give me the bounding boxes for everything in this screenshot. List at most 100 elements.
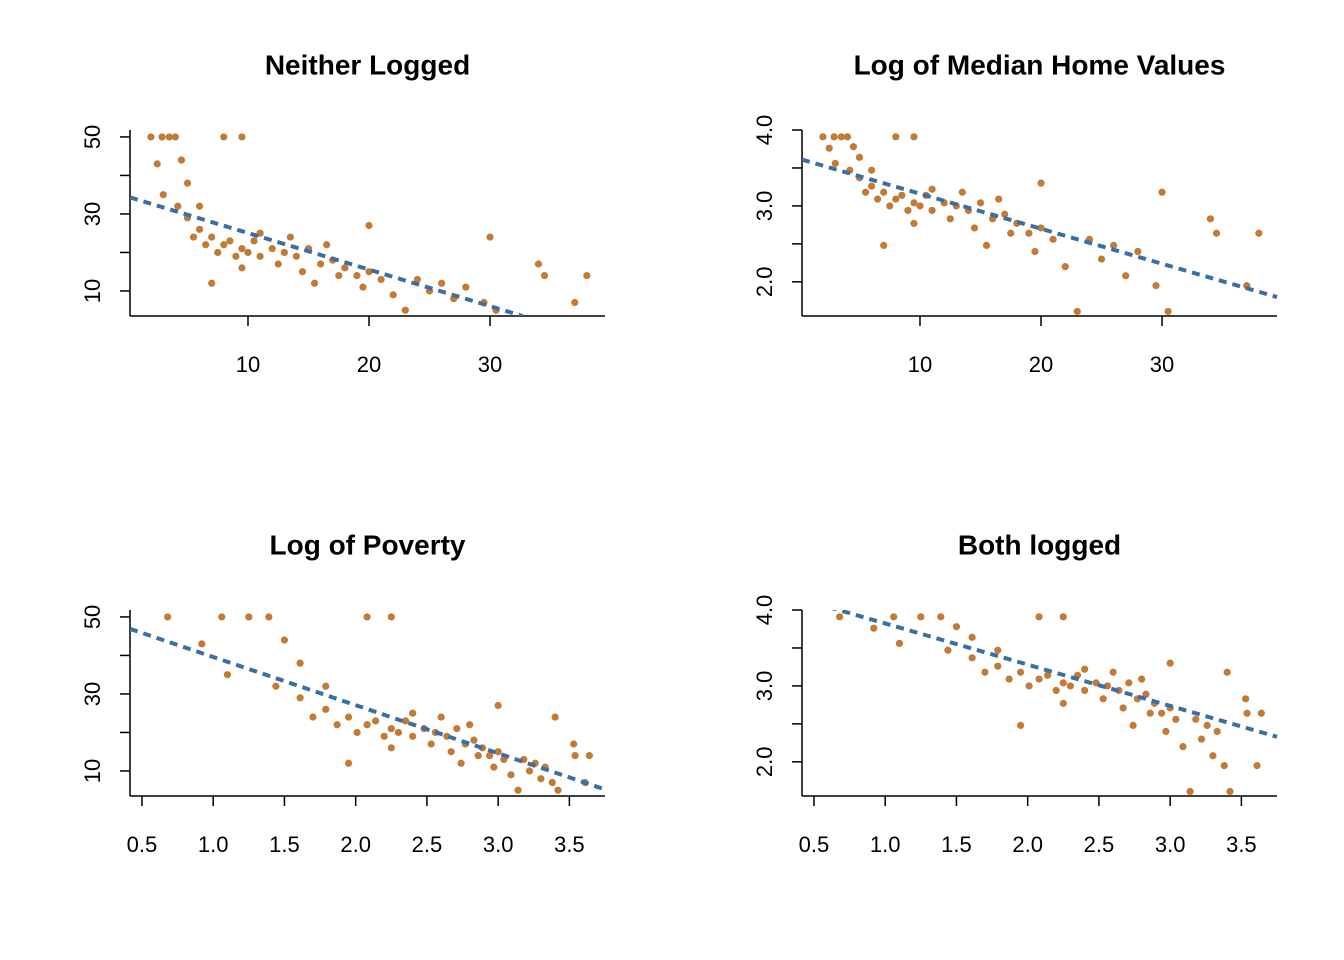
point: [274, 260, 282, 268]
point: [571, 298, 579, 307]
point: [1125, 679, 1133, 687]
point: [952, 623, 961, 631]
point: [1243, 709, 1251, 717]
point: [981, 668, 989, 676]
point: [1157, 709, 1166, 717]
point: [344, 713, 353, 721]
point: [286, 233, 294, 241]
y-tick-label: 2.0: [752, 747, 777, 778]
point: [892, 195, 900, 203]
point: [1134, 247, 1142, 256]
point: [202, 241, 210, 249]
point: [1255, 229, 1263, 237]
point: [890, 613, 898, 621]
plot-area: [130, 613, 606, 794]
point: [1061, 263, 1069, 271]
point: [849, 143, 858, 151]
point: [1052, 686, 1060, 695]
point: [268, 245, 276, 253]
point: [335, 271, 343, 280]
point: [322, 705, 330, 713]
point: [1186, 787, 1194, 796]
point: [447, 748, 455, 756]
point: [232, 252, 240, 260]
point: [310, 279, 319, 287]
point: [272, 682, 280, 690]
point: [819, 133, 827, 141]
point: [380, 732, 388, 740]
point: [1162, 727, 1170, 736]
point: [409, 732, 417, 740]
point: [387, 725, 395, 733]
point: [1220, 762, 1228, 770]
point: [1097, 255, 1106, 263]
point: [831, 159, 839, 168]
x-tick-label: 1.0: [198, 832, 229, 857]
point: [437, 713, 445, 721]
point: [1110, 241, 1118, 249]
y-tick-label: 30: [80, 682, 105, 706]
point: [309, 713, 317, 721]
point: [365, 221, 373, 230]
point: [389, 291, 397, 299]
point: [583, 271, 591, 280]
point: [1103, 682, 1112, 690]
point: [1007, 229, 1015, 237]
point: [208, 233, 216, 241]
point: [1059, 613, 1067, 621]
point: [1025, 682, 1033, 690]
point: [540, 271, 549, 280]
point: [462, 283, 470, 291]
fit-line: [802, 157, 1278, 299]
x-tick-label: 2.0: [1012, 832, 1043, 857]
point: [474, 751, 482, 760]
point: [1142, 690, 1150, 698]
point: [976, 199, 985, 207]
point: [855, 153, 864, 161]
point: [363, 613, 371, 621]
point: [1242, 695, 1250, 703]
point: [323, 241, 331, 249]
point: [333, 721, 341, 729]
point: [250, 237, 258, 245]
point: [937, 613, 945, 621]
point: [198, 640, 206, 648]
x-tick-label: 20: [1029, 352, 1053, 377]
point: [494, 701, 502, 710]
point: [551, 713, 559, 721]
y-tick-label: 4.0: [752, 115, 777, 146]
point: [1179, 743, 1187, 751]
point: [910, 133, 918, 141]
point: [946, 215, 954, 223]
point: [514, 786, 522, 794]
x-tick-label: 2.5: [1084, 832, 1115, 857]
point: [164, 613, 172, 621]
point: [548, 778, 556, 787]
point: [861, 188, 870, 196]
point: [365, 268, 373, 276]
point: [401, 717, 410, 725]
point: [453, 725, 461, 733]
point: [898, 191, 906, 199]
point: [874, 195, 882, 203]
point: [995, 195, 1003, 203]
x-tick-label: 0.5: [127, 832, 158, 857]
point: [910, 199, 918, 207]
point: [1073, 307, 1081, 316]
plot-area: [831, 610, 1278, 796]
point: [394, 728, 403, 737]
point: [534, 260, 543, 268]
point: [387, 744, 395, 752]
point: [1092, 679, 1100, 687]
y-tick-label: 30: [80, 202, 105, 226]
point: [457, 759, 465, 767]
point: [292, 252, 301, 260]
point: [836, 613, 844, 621]
x-tick-label: 3.5: [554, 832, 585, 857]
panel-title: Log of Poverty: [269, 529, 465, 560]
point: [843, 133, 851, 141]
point: [880, 188, 888, 196]
point: [485, 751, 494, 760]
point: [1158, 188, 1166, 196]
fit-line: [130, 195, 524, 316]
